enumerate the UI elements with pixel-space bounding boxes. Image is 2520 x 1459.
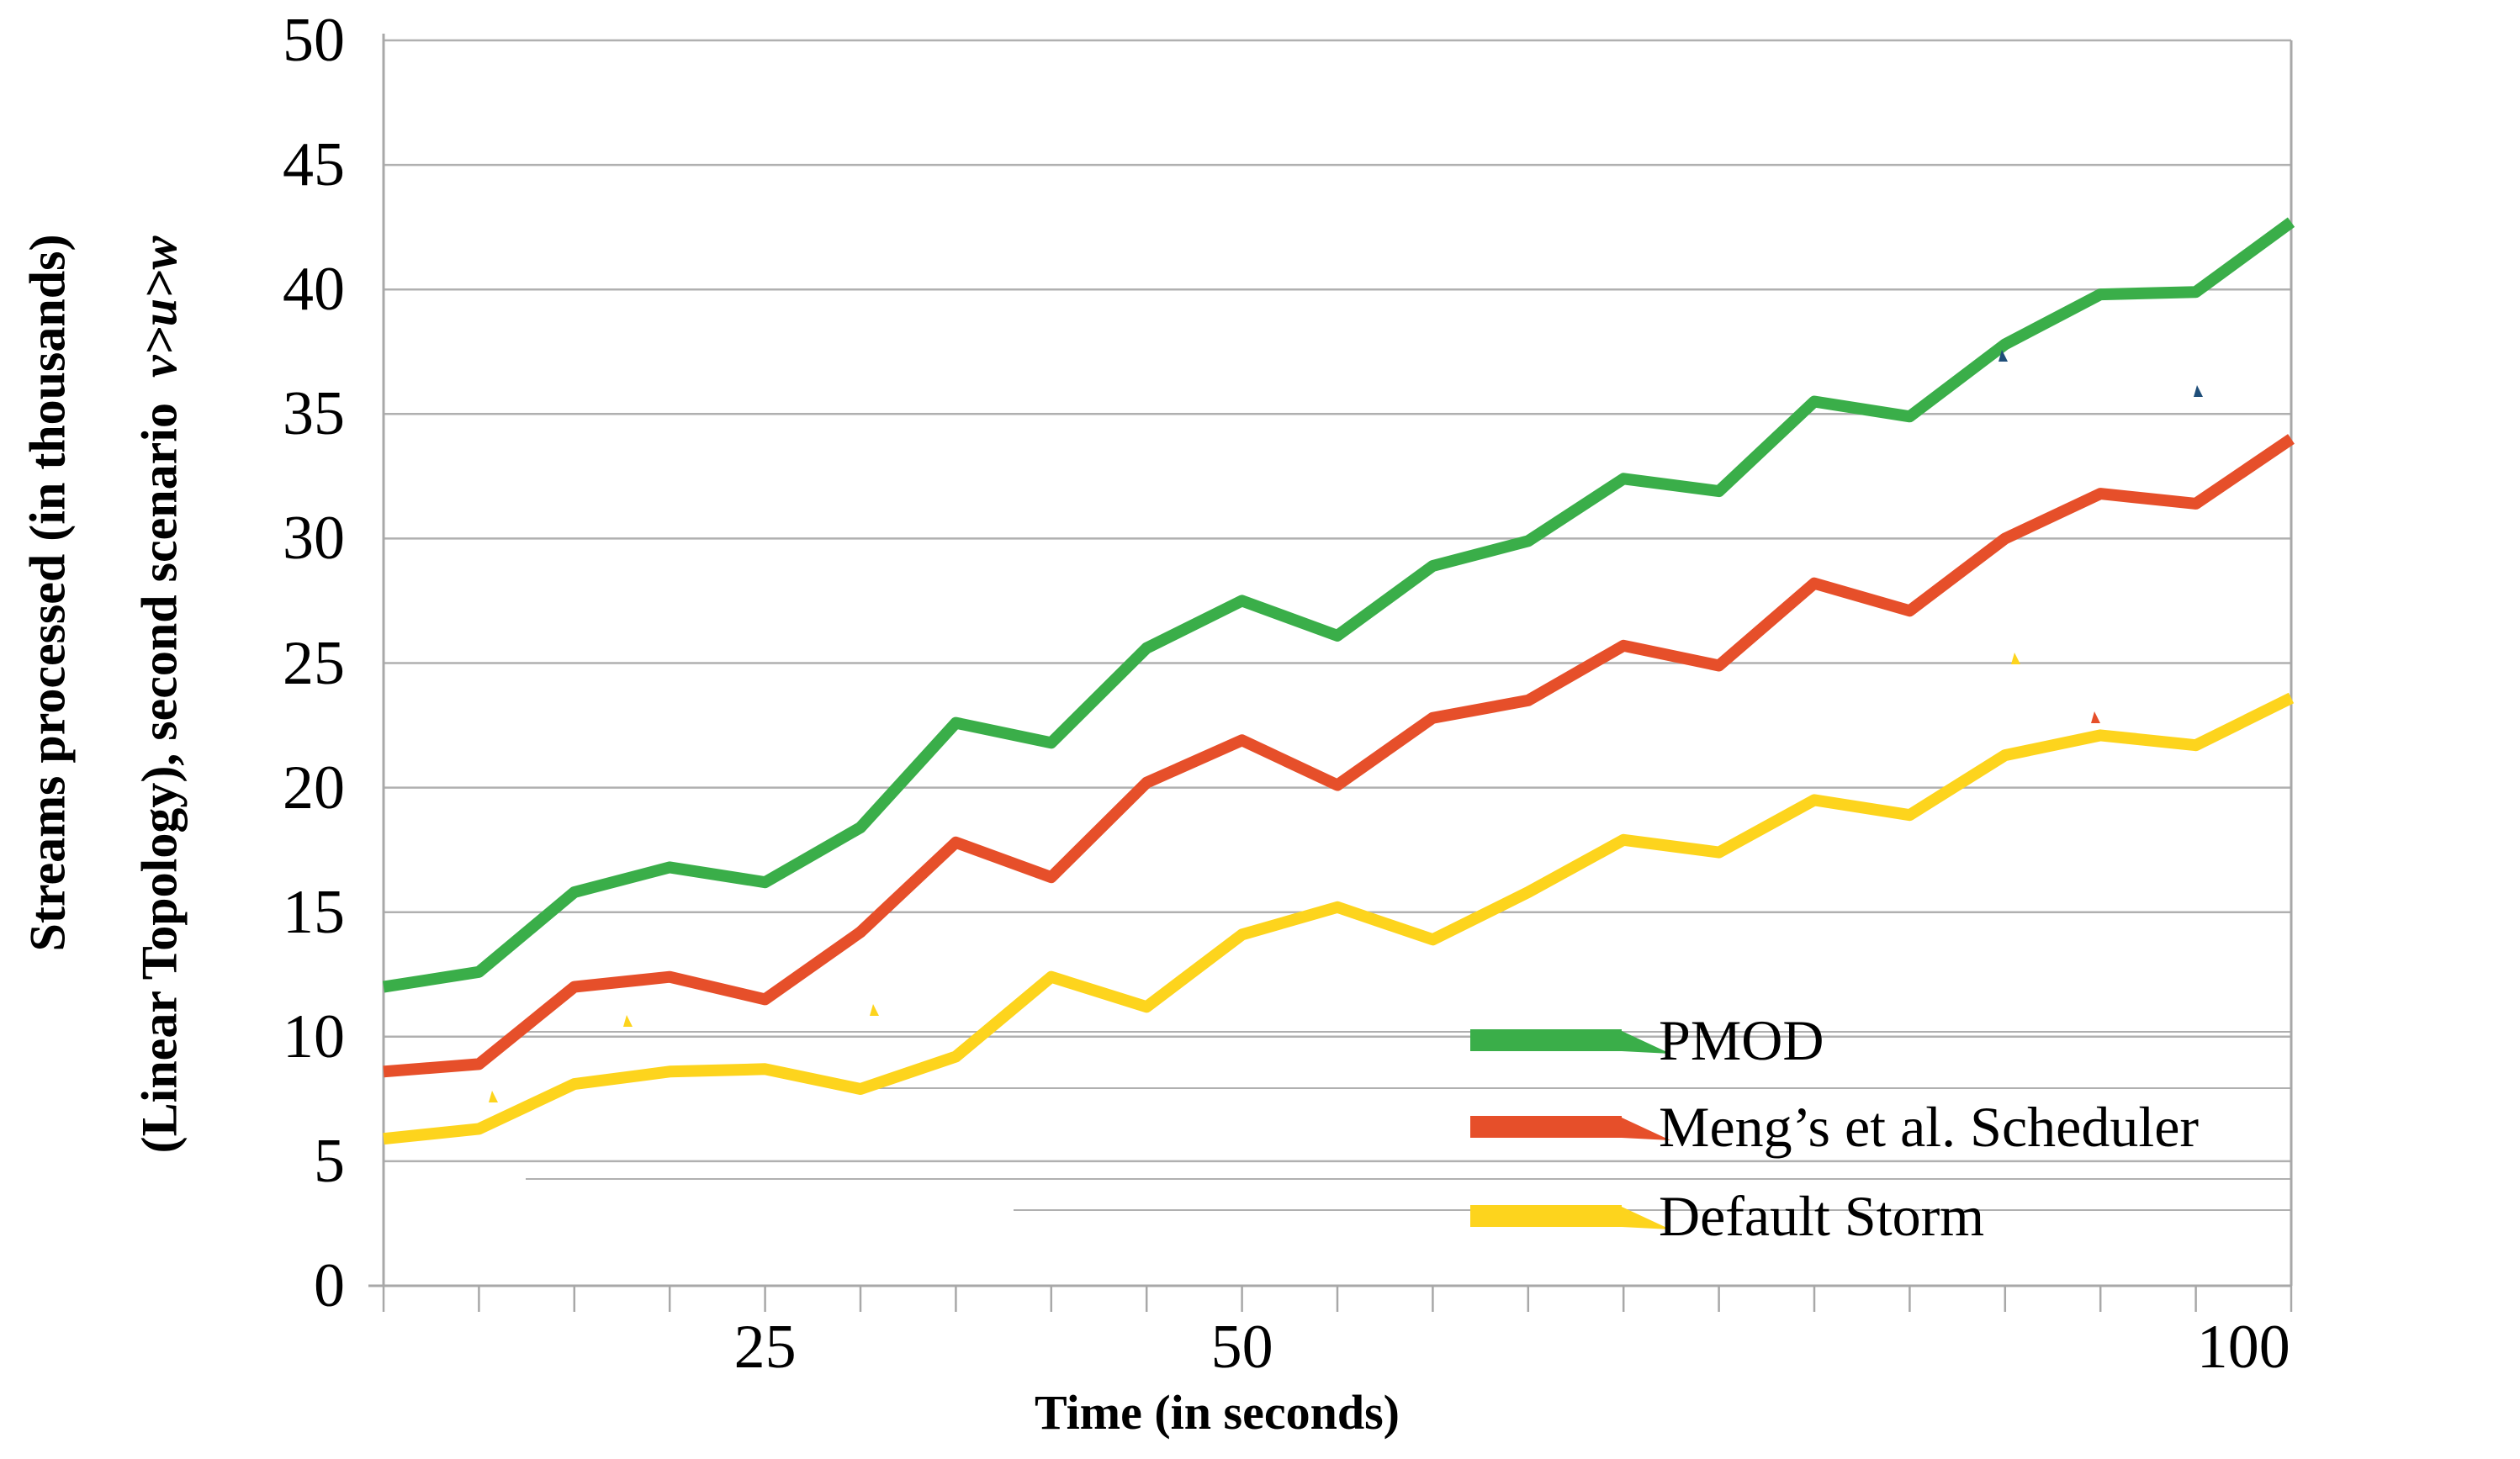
y-tick-label-0: 0 xyxy=(314,1251,345,1320)
x-tick-label-50: 50 xyxy=(1210,1313,1273,1382)
y-axis-title-text1: Streams processed (in thousands) xyxy=(19,234,76,952)
render-artifact-speck-2 xyxy=(870,1004,879,1016)
y-axis-title-line1: Streams processed (in thousands) xyxy=(19,235,77,952)
render-artifact-speck-6 xyxy=(2194,385,2203,397)
y-tick-label-40: 40 xyxy=(283,255,345,325)
y-tick-label-5: 5 xyxy=(314,1126,345,1196)
series-line-default-storm xyxy=(383,692,2295,1145)
y-tick-label-25: 25 xyxy=(283,628,345,698)
legend-label-pmod: PMOD xyxy=(1659,1008,1824,1072)
legend-swatch-default-storm xyxy=(1470,1205,1670,1229)
legend-swatch-meng-s-et-al-scheduler xyxy=(1470,1116,1670,1140)
y-tick-label-15: 15 xyxy=(283,877,345,947)
series-line-meng-s-et-al-scheduler xyxy=(383,434,2295,1078)
y-tick-label-20: 20 xyxy=(283,753,345,822)
legend-label-meng-s-et-al-scheduler: Meng’s et al. Scheduler xyxy=(1659,1095,2200,1159)
y-tick-label-50: 50 xyxy=(283,6,345,75)
render-artifact-speck-3 xyxy=(2011,653,2020,664)
render-artifact-speck-0 xyxy=(489,1091,498,1102)
render-artifact-speck-1 xyxy=(623,1015,633,1027)
render-artifact-speck-5 xyxy=(1999,350,2008,362)
y-tick-label-35: 35 xyxy=(283,379,345,449)
x-tick-label-25: 25 xyxy=(733,1313,797,1382)
series-line-pmod xyxy=(382,217,2295,993)
legend-label-default-storm: Default Storm xyxy=(1659,1184,1985,1248)
x-axis-title: Time (in seconds) xyxy=(1035,1385,1400,1440)
legend-swatch-pmod xyxy=(1470,1029,1670,1054)
y-tick-label-30: 30 xyxy=(283,504,345,574)
x-tick-label-100: 100 xyxy=(2196,1313,2290,1382)
y-tick-label-10: 10 xyxy=(283,1002,345,1071)
y-tick-label-45: 45 xyxy=(283,130,345,200)
render-artifact-speck-4 xyxy=(2091,711,2100,723)
